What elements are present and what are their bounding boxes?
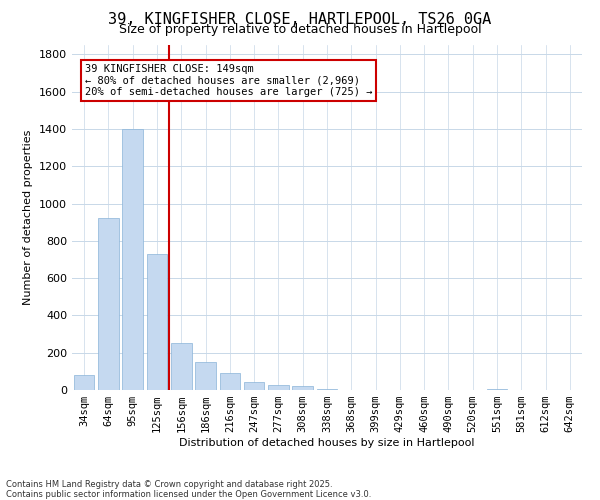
- Bar: [292, 386, 313, 390]
- Bar: [220, 373, 240, 390]
- Bar: [244, 382, 265, 390]
- Bar: [146, 254, 167, 390]
- X-axis label: Distribution of detached houses by size in Hartlepool: Distribution of detached houses by size …: [179, 438, 475, 448]
- Bar: [268, 386, 289, 390]
- Text: Size of property relative to detached houses in Hartlepool: Size of property relative to detached ho…: [119, 22, 481, 36]
- Y-axis label: Number of detached properties: Number of detached properties: [23, 130, 34, 305]
- Bar: [122, 129, 143, 390]
- Text: Contains HM Land Registry data © Crown copyright and database right 2025.
Contai: Contains HM Land Registry data © Crown c…: [6, 480, 371, 499]
- Bar: [171, 344, 191, 390]
- Text: 39, KINGFISHER CLOSE, HARTLEPOOL, TS26 0GA: 39, KINGFISHER CLOSE, HARTLEPOOL, TS26 0…: [109, 12, 491, 28]
- Bar: [487, 388, 508, 390]
- Text: 39 KINGFISHER CLOSE: 149sqm
← 80% of detached houses are smaller (2,969)
20% of : 39 KINGFISHER CLOSE: 149sqm ← 80% of det…: [85, 64, 372, 97]
- Bar: [74, 375, 94, 390]
- Bar: [195, 362, 216, 390]
- Bar: [317, 389, 337, 390]
- Bar: [98, 218, 119, 390]
